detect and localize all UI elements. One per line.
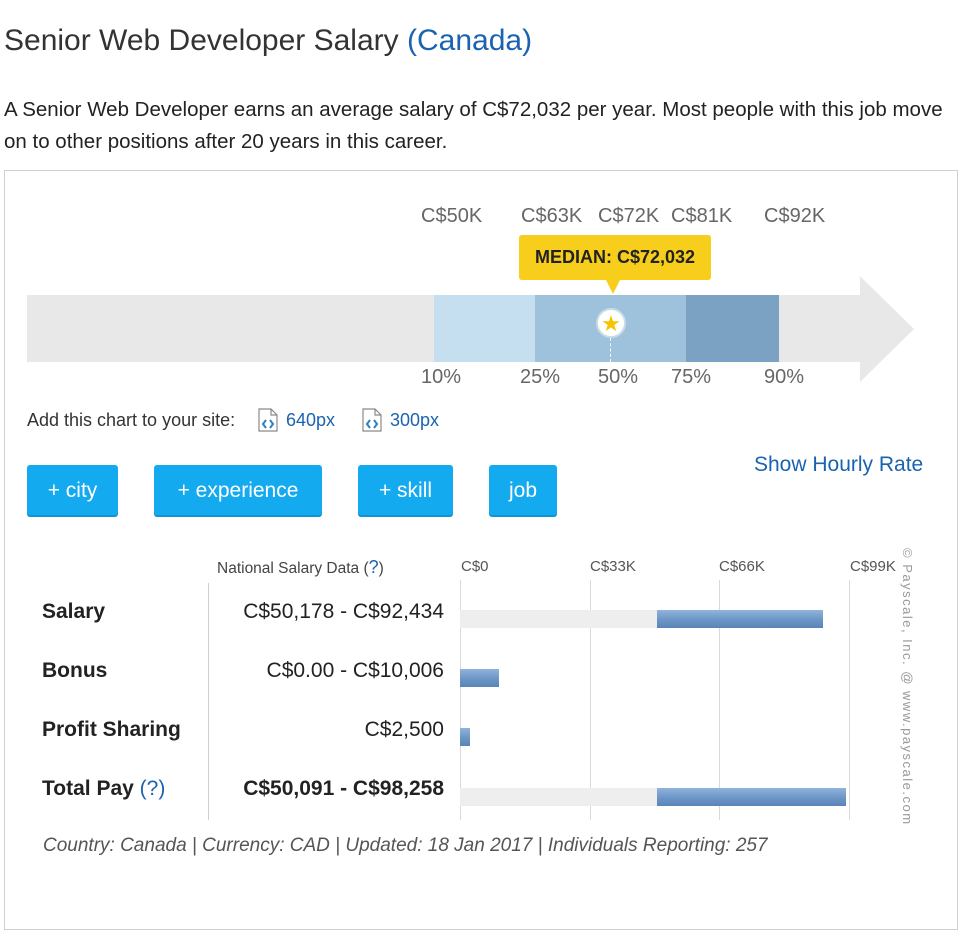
page-title: Senior Web Developer Salary (Canada): [4, 24, 532, 58]
payscale-watermark: © Payscale, Inc. @ www.payscale.com: [900, 548, 915, 826]
percentile-label-75: 75%: [671, 366, 712, 388]
embed-300-link[interactable]: 300px: [362, 408, 439, 432]
gridline: [460, 580, 461, 820]
add-skill-button[interactable]: + skill: [358, 465, 453, 517]
embed-code-icon: [362, 408, 382, 432]
salary-intro: A Senior Web Developer earns an average …: [4, 98, 943, 153]
job-button[interactable]: job: [489, 465, 557, 517]
embed-code-icon: [258, 408, 278, 432]
page-title-text: Senior Web Developer Salary: [4, 24, 399, 57]
value-label-p75: C$81K: [671, 205, 733, 227]
percentile-label-10: 10%: [421, 366, 462, 388]
bonus-bar: [460, 669, 500, 687]
national-salary-header-text: National Salary Data: [217, 560, 360, 577]
row-value-bonus: C$0.00 - C$10,006: [266, 659, 444, 682]
row-value-total-pay: C$50,091 - C$98,258: [243, 777, 444, 800]
row-value-salary: C$50,178 - C$92,434: [243, 600, 444, 623]
row-label-salary: Salary: [42, 600, 106, 623]
percentile-label-90: 90%: [764, 366, 805, 388]
axis-tick-99k: C$99K: [850, 558, 896, 575]
value-label-p10: C$50K: [421, 205, 483, 227]
gridline: [719, 580, 721, 820]
embed-640-link[interactable]: 640px: [258, 408, 335, 432]
star-icon: ★: [596, 308, 626, 338]
embed-label: Add this chart to your site:: [27, 410, 236, 430]
add-experience-button[interactable]: + experience: [154, 465, 322, 517]
profit-sharing-bar: [460, 728, 470, 746]
value-label-p50: C$72K: [598, 205, 660, 227]
percentile-label-25: 25%: [520, 366, 561, 388]
table-divider: [208, 583, 209, 820]
embed-300-label: 300px: [390, 409, 440, 430]
total-pay-bar: [656, 788, 847, 806]
row-label-total-pay: Total Pay (?): [42, 777, 165, 801]
row-value-profit-sharing: C$2,500: [364, 718, 444, 741]
median-callout: MEDIAN: C$72,032: [519, 235, 711, 294]
range-segment-p10-p25: [434, 295, 535, 362]
total-pay-label-text: Total Pay: [42, 777, 134, 800]
national-salary-help-link[interactable]: ?: [368, 557, 379, 577]
axis-tick-33k: C$33K: [590, 558, 636, 575]
national-salary-header: National Salary Data (?): [217, 557, 384, 577]
data-footer: Country: Canada | Currency: CAD | Update…: [43, 835, 768, 856]
gridline: [589, 580, 591, 820]
location-link[interactable]: (Canada): [407, 24, 533, 57]
percentile-label-50: 50%: [598, 366, 639, 388]
range-segment-p75-p90: [686, 295, 779, 362]
add-city-button[interactable]: + city: [27, 465, 118, 517]
gridline: [849, 580, 850, 820]
row-label-bonus: Bonus: [42, 659, 108, 682]
row-label-profit-sharing: Profit Sharing: [42, 718, 181, 741]
axis-tick-66k: C$66K: [719, 558, 765, 575]
median-marker-line: [610, 338, 611, 362]
axis-tick-0: C$0: [461, 558, 489, 575]
embed-640-label: 640px: [286, 409, 336, 430]
salary-bar: [657, 610, 824, 628]
value-label-p90: C$92K: [764, 205, 826, 227]
show-hourly-rate-link[interactable]: Show Hourly Rate: [754, 453, 924, 476]
value-label-p25: C$63K: [521, 205, 583, 227]
total-pay-help-link[interactable]: (?): [139, 777, 166, 800]
